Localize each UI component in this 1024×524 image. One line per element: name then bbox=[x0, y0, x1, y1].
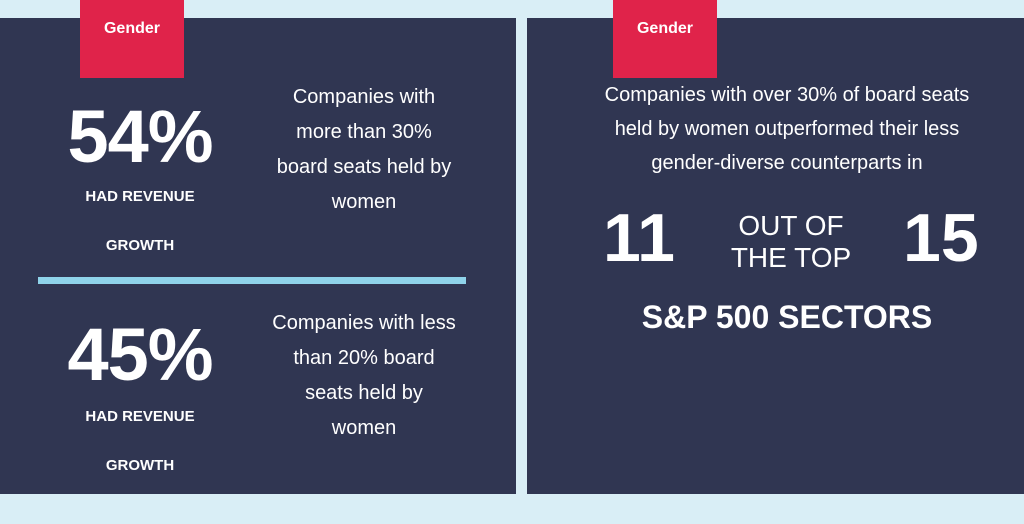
stat-label-line: HAD REVENUE bbox=[85, 188, 195, 205]
stat-block-45: 45% HAD REVENUE GROWTH Companies with le… bbox=[0, 294, 516, 524]
description-line: seats held by bbox=[305, 382, 423, 404]
percent-value: 45% bbox=[67, 313, 213, 396]
stat-description: Companies with less than 20% board seats… bbox=[258, 306, 470, 446]
left-infographic-panel: Gender 54% HAD REVENUE GROWTH Companies … bbox=[0, 0, 516, 494]
stat-block-54: 54% HAD REVENUE GROWTH Companies with mo… bbox=[0, 70, 516, 300]
out-of-line: OUT OF bbox=[738, 210, 844, 241]
gender-tag: Gender bbox=[613, 0, 717, 78]
out-of-line: THE TOP bbox=[730, 242, 852, 273]
description-line: board seats held by bbox=[276, 156, 452, 178]
description-line: held by women outperformed their less bbox=[614, 118, 960, 140]
description-line: women bbox=[331, 191, 397, 213]
description-line: gender-diverse counterparts in bbox=[651, 152, 923, 174]
description-line: Companies with over 30% of board seats bbox=[604, 84, 970, 106]
section-divider bbox=[38, 277, 466, 284]
description-line: Companies with less bbox=[272, 312, 456, 334]
description-line: more than 30% bbox=[296, 121, 432, 143]
right-infographic-panel: Gender Companies with over 30% of board … bbox=[527, 0, 1024, 494]
description-line: women bbox=[331, 417, 397, 439]
stat-label: HAD REVENUE GROWTH bbox=[55, 392, 225, 490]
outperformance-description: Companies with over 30% of board seats h… bbox=[577, 78, 997, 180]
gender-tag: Gender bbox=[80, 0, 184, 78]
percent-value: 54% bbox=[67, 95, 213, 178]
out-of-the-top-label: OUT OF THE TOP bbox=[717, 210, 865, 274]
gender-tag-label: Gender bbox=[636, 20, 693, 37]
sector-total-value: 15 bbox=[903, 200, 979, 276]
description-line: Companies with bbox=[292, 86, 436, 108]
sp500-sectors-label: S&P 500 SECTORS bbox=[641, 299, 933, 335]
stat-description: Companies with more than 30% board seats… bbox=[258, 80, 470, 220]
stat-label-line: HAD REVENUE bbox=[85, 408, 195, 425]
stat-label-line: GROWTH bbox=[105, 237, 175, 254]
stat-label: HAD REVENUE GROWTH bbox=[55, 172, 225, 270]
sector-count-value: 11 bbox=[603, 200, 675, 276]
stat-label-line: GROWTH bbox=[105, 457, 175, 474]
description-line: than 20% board bbox=[293, 347, 435, 369]
gender-tag-label: Gender bbox=[103, 20, 160, 37]
